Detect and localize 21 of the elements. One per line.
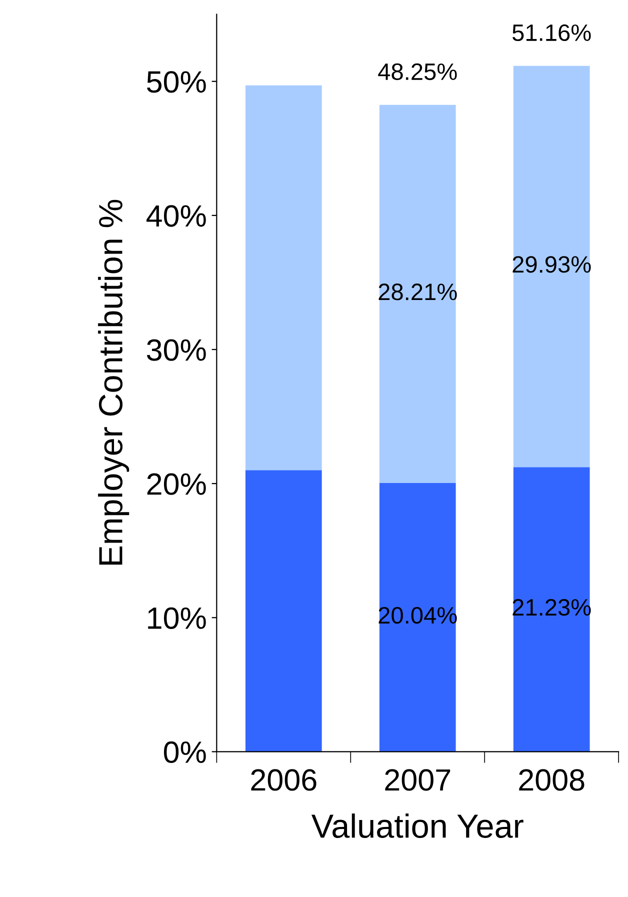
y-tick-label: 10% bbox=[148, 607, 206, 629]
bar bbox=[245, 85, 322, 470]
x-tick-label: 2007 bbox=[385, 769, 450, 791]
bar bbox=[379, 104, 456, 484]
bar bbox=[513, 66, 590, 468]
y-tick-label: 30% bbox=[146, 339, 206, 361]
y-tick-label: 0% bbox=[164, 741, 206, 764]
y-axis-title: Employer Contribution % bbox=[98, 200, 130, 565]
bar bbox=[379, 483, 456, 752]
y-tick-label: 20% bbox=[147, 473, 206, 495]
total-label: 48.25% bbox=[378, 63, 457, 80]
bar bbox=[245, 470, 322, 752]
data-label: 28.21% bbox=[378, 284, 457, 300]
x-axis-title: Valuation Year bbox=[311, 814, 524, 838]
data-label: 29.93% bbox=[512, 256, 591, 273]
x-tick-label: 2008 bbox=[519, 769, 584, 791]
x-tick-label: 2006 bbox=[251, 769, 316, 791]
bar bbox=[513, 467, 590, 752]
y-tick-label: 40% bbox=[146, 205, 206, 227]
total-label: 51.16% bbox=[512, 24, 591, 42]
y-tick-label: 50% bbox=[147, 71, 206, 93]
